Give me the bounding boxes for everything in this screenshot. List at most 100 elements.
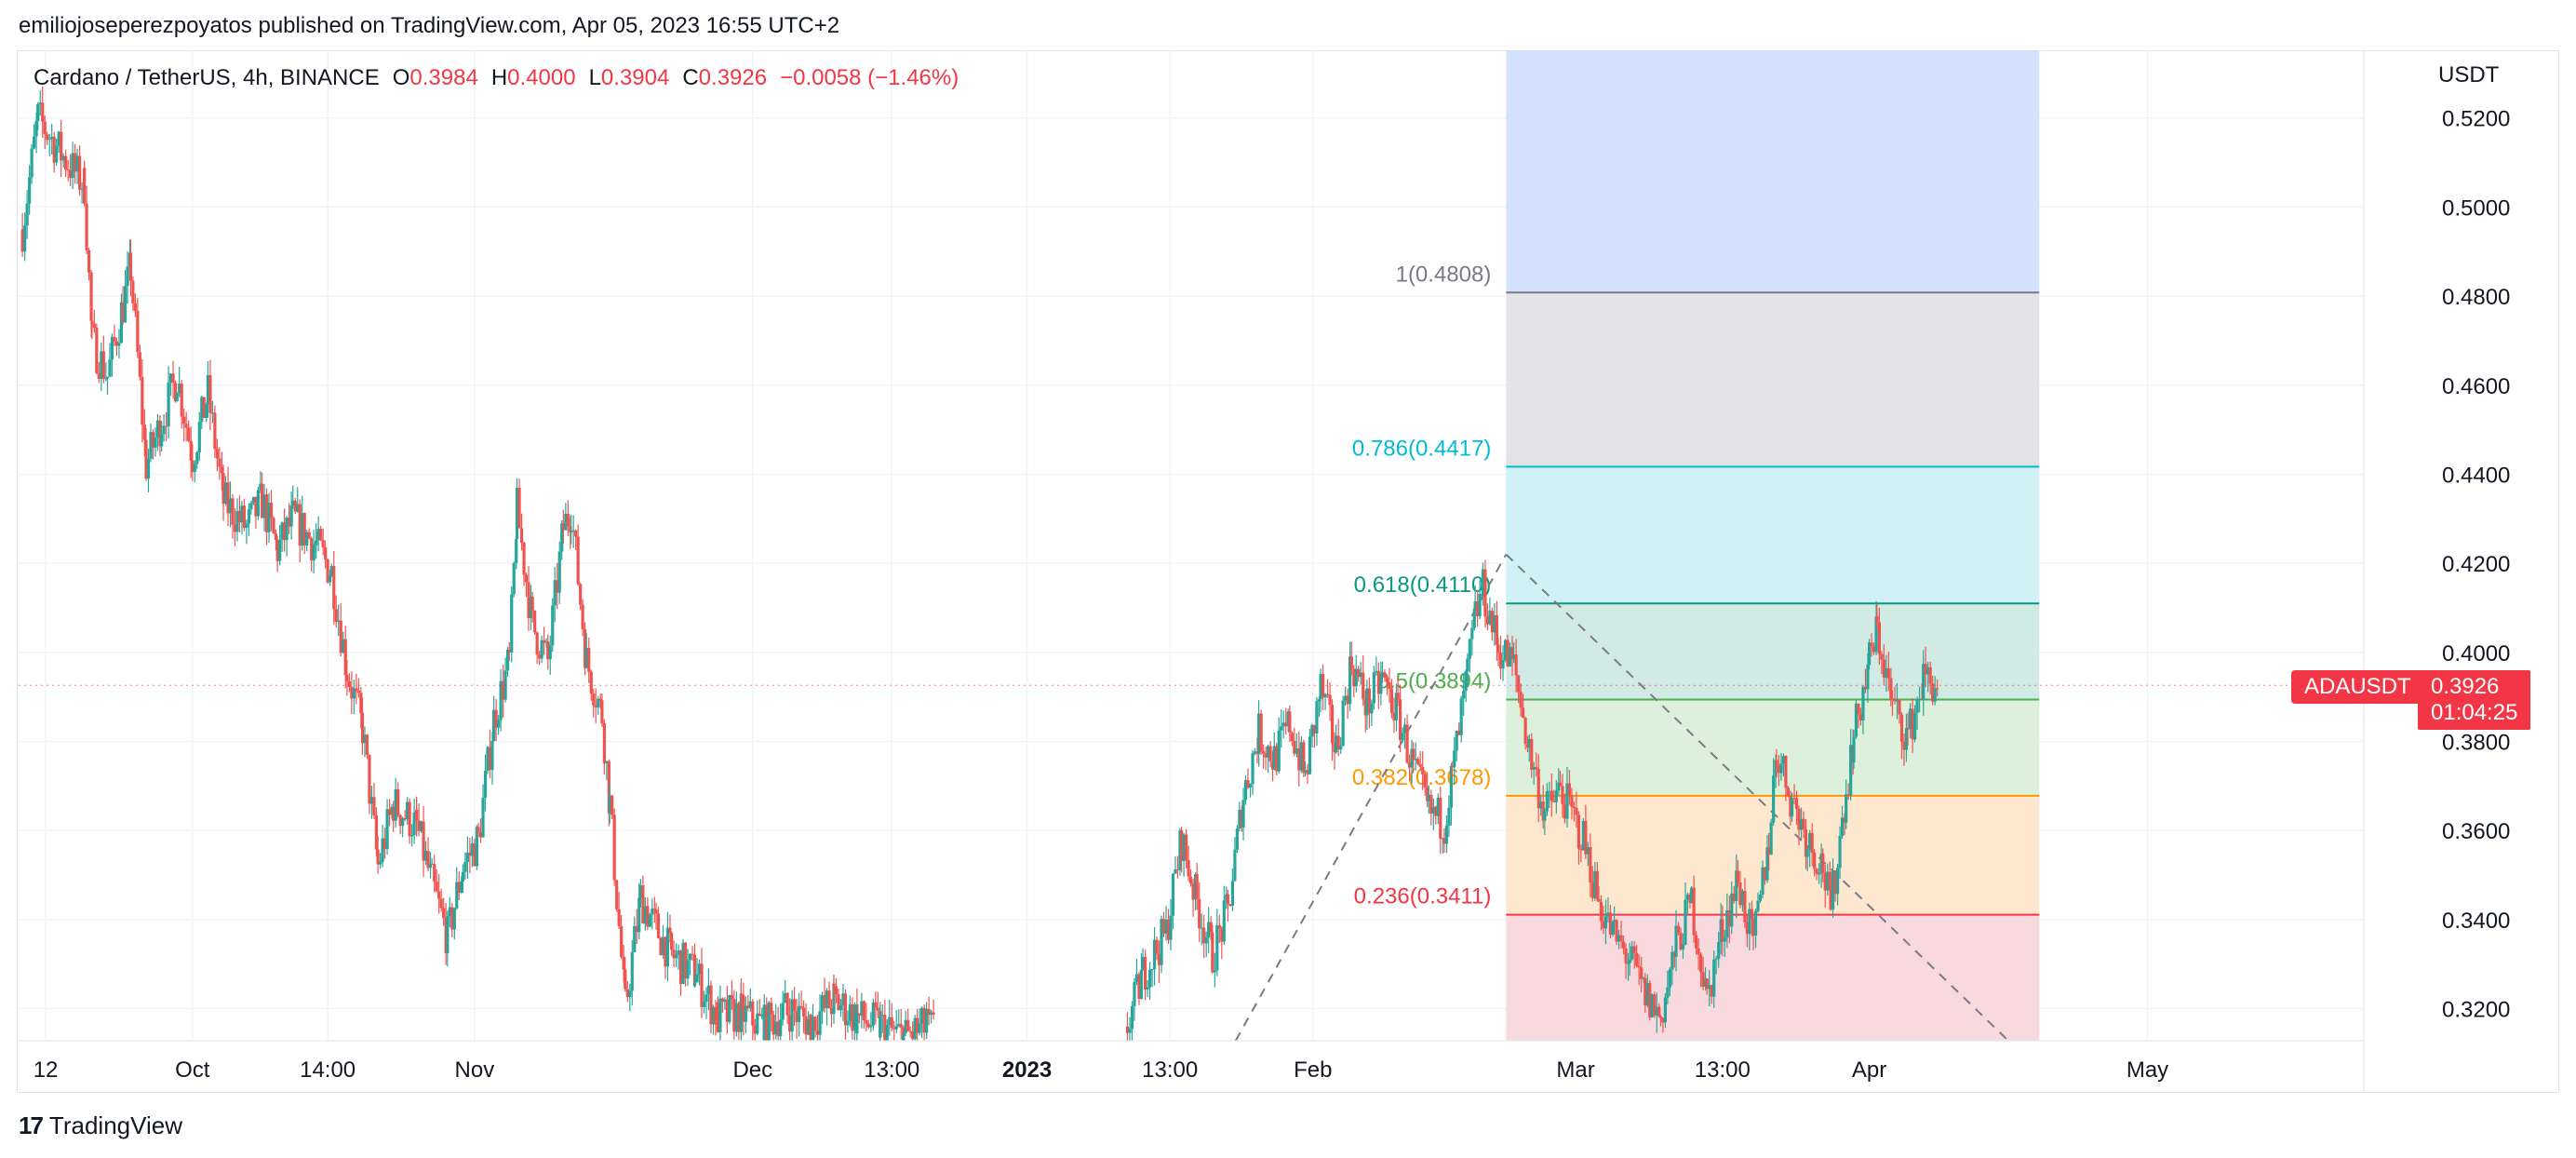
candle-body: [439, 898, 443, 909]
candle-body: [1751, 918, 1755, 936]
candle-body: [1485, 616, 1490, 625]
candle-body: [1130, 1005, 1134, 1030]
candle-body: [1866, 665, 1870, 690]
price-tick-label: 0.3600: [2442, 819, 2510, 844]
candle-body: [1676, 925, 1681, 934]
candle-body: [1590, 882, 1594, 898]
candle-body: [527, 582, 530, 618]
candle-body: [1523, 718, 1527, 745]
candle-body: [1761, 867, 1764, 895]
candle-body: [1736, 870, 1740, 883]
candle-body: [846, 1020, 850, 1026]
candle-body: [433, 864, 436, 882]
candle-body: [184, 424, 188, 428]
candle-body: [1447, 807, 1451, 827]
candle-body: [478, 831, 483, 838]
candle-body: [476, 827, 480, 832]
candle-body: [455, 882, 459, 909]
candle-body: [233, 524, 237, 532]
candle-body: [240, 505, 244, 522]
candle-body: [1230, 881, 1235, 906]
candle-body: [339, 620, 342, 653]
candle-body: [1586, 847, 1590, 855]
candle-body: [746, 1005, 750, 1008]
candle-body: [144, 439, 148, 479]
fib-zone: [1506, 603, 2040, 700]
candle-body: [533, 610, 537, 633]
candle-body: [114, 341, 119, 346]
candle-body: [1774, 760, 1778, 776]
candle-body: [641, 885, 645, 924]
candle-body: [1911, 708, 1914, 740]
candle-body: [1870, 642, 1873, 647]
candle-body: [1725, 910, 1729, 938]
candle-body: [598, 698, 602, 701]
time-tick-label: 13:00: [1695, 1057, 1751, 1083]
candle-body: [1402, 724, 1407, 734]
candle-body: [1723, 937, 1726, 942]
candle-body: [544, 641, 548, 643]
candle-body: [1496, 644, 1500, 653]
candle-body: [885, 1025, 889, 1041]
candle-body: [175, 393, 179, 402]
candle-body: [305, 532, 309, 546]
candle-body: [343, 639, 347, 676]
candle-body: [499, 680, 503, 720]
tradingview-logo[interactable]: 17 TradingView: [19, 1111, 182, 1140]
candle-body: [1302, 742, 1306, 773]
candle-body: [104, 378, 108, 380]
candle-body: [1886, 667, 1890, 679]
candle-body: [494, 709, 498, 728]
candle-body: [267, 503, 271, 532]
candle-body: [1401, 733, 1404, 741]
candle-body: [187, 427, 191, 441]
candle-body: [1449, 765, 1454, 808]
candle-body: [167, 382, 170, 427]
candle-body: [790, 999, 794, 1032]
high-label: H: [490, 65, 508, 90]
candle-body: [823, 995, 826, 1008]
candle-body: [138, 352, 141, 377]
candle-body: [1357, 668, 1361, 678]
candle-body: [584, 647, 588, 668]
candle-body: [1606, 912, 1610, 917]
candle-body: [865, 1020, 868, 1024]
candle-body: [1312, 724, 1317, 734]
candle-body: [560, 523, 564, 552]
candle-body: [756, 1013, 759, 1034]
candle-body: [637, 897, 641, 933]
candle-body: [1392, 712, 1396, 720]
candle-body: [1457, 731, 1461, 735]
candle-body: [1323, 693, 1327, 698]
candle-body: [681, 942, 685, 985]
candle-body: [1264, 753, 1268, 758]
candle-body: [709, 985, 713, 1025]
candle-body: [862, 1001, 865, 1021]
candle-body: [247, 509, 251, 524]
candle-body: [260, 483, 264, 518]
candle-body: [1679, 933, 1683, 949]
candle-body: [1688, 894, 1692, 903]
candle-body: [1792, 798, 1796, 800]
candle-body: [1772, 775, 1776, 823]
candle-body: [633, 925, 637, 952]
candle-body: [600, 700, 604, 723]
candle-body: [117, 343, 121, 346]
symbol-name[interactable]: Cardano / TetherUS, 4h, BINANCE: [34, 65, 380, 90]
candle-body: [347, 680, 351, 687]
candle-body: [1924, 664, 1927, 675]
candle-body: [1797, 808, 1801, 830]
candle-body: [1581, 821, 1585, 851]
candle-body: [739, 993, 743, 995]
candle-body: [1826, 871, 1830, 891]
candle-body: [1235, 828, 1240, 850]
fib-level-label: 1(0.4808): [1396, 262, 1492, 287]
high-value: 0.4000: [507, 65, 576, 90]
candle-body: [1493, 615, 1496, 633]
candle-body: [475, 827, 478, 867]
candle-body: [546, 641, 550, 660]
candle-body: [702, 1002, 706, 1007]
candle-body: [1288, 711, 1292, 734]
candle-body: [128, 252, 132, 281]
